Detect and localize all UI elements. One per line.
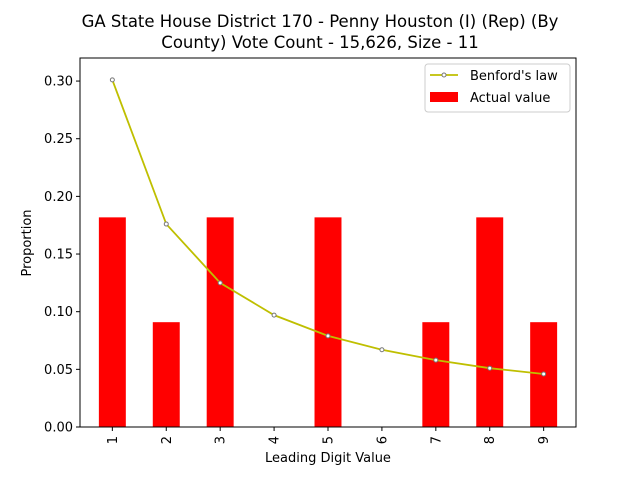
x-tick-label: 7: [429, 436, 444, 444]
bar-digit-3: [206, 217, 234, 427]
legend-bar-swatch: [430, 92, 458, 102]
y-tick-label: 0.30: [44, 75, 73, 90]
benford-point-5: [325, 333, 331, 339]
x-tick-label: 5: [322, 436, 337, 444]
benford-point-2: [163, 221, 169, 227]
benford-point-1: [109, 77, 115, 83]
x-tick-label: 1: [106, 436, 121, 444]
benford-point-4: [271, 312, 277, 318]
chart-title-line-1: GA State House District 170 - Penny Hous…: [81, 12, 559, 31]
bar-digit-5: [314, 217, 342, 427]
y-tick-label: 0.15: [44, 248, 73, 263]
legend-line-marker: [441, 72, 447, 78]
benford-point-7: [433, 357, 439, 363]
x-tick-label: 2: [160, 436, 175, 444]
x-tick-label: 3: [214, 436, 229, 444]
x-tick-label: 4: [268, 436, 283, 444]
y-axis-label: Proportion: [20, 209, 35, 276]
bar-digit-2: [152, 322, 180, 427]
legend-box: [424, 63, 571, 113]
x-tick-label: 6: [375, 436, 390, 444]
x-tick-label: 9: [537, 436, 552, 444]
bar-digit-1: [98, 217, 126, 427]
y-tick-label: 0.20: [44, 190, 73, 205]
bar-digit-7: [422, 322, 450, 427]
y-tick-label: 0.10: [44, 305, 73, 320]
chart-title-line-2: County) Vote Count - 15,626, Size - 11: [161, 33, 479, 52]
y-tick-label: 0.00: [44, 421, 73, 436]
legend-entry-actual: Actual value: [470, 91, 550, 106]
bar-digit-8: [476, 217, 504, 427]
benford-point-6: [379, 347, 385, 353]
legend-entry-benford: Benford's law: [470, 69, 558, 84]
y-tick-label: 0.25: [44, 132, 73, 147]
legend: Benford's law Actual value: [424, 63, 571, 113]
x-tick-label: 8: [483, 436, 498, 444]
benford-point-9: [541, 371, 547, 377]
benford-point-8: [487, 365, 493, 371]
y-tick-label: 0.05: [44, 363, 73, 378]
x-axis-label: Leading Digit Value: [265, 451, 391, 466]
benford-point-3: [217, 280, 223, 286]
